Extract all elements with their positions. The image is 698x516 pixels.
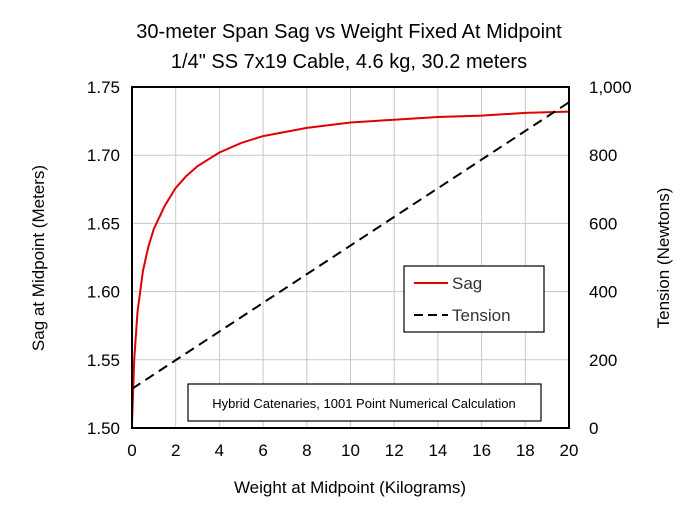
x-tick-label: 18 (516, 441, 535, 460)
chart-title: 30-meter Span Sag vs Weight Fixed At Mid… (136, 21, 562, 43)
plot-frame (131, 86, 570, 429)
y2-tick-label: 800 (589, 146, 617, 165)
y-tick-label: 1.60 (87, 283, 120, 302)
y2-tick-label: 0 (589, 419, 598, 438)
y2-tick-labels: 0 200 400 600 800 1,000 (589, 78, 632, 438)
annotation-text: Hybrid Catenaries, 1001 Point Numerical … (212, 396, 515, 411)
x-tick-label: 4 (215, 441, 224, 460)
x-tick-label: 2 (171, 441, 180, 460)
chart-subtitle: 1/4" SS 7x19 Cable, 4.6 kg, 30.2 meters (171, 51, 527, 73)
gridlines (131, 86, 570, 429)
series-line-tension (131, 101, 570, 390)
y-tick-label: 1.75 (87, 78, 120, 97)
y-tick-label: 1.50 (87, 419, 120, 438)
y2-tick-label: 1,000 (589, 78, 632, 97)
y2-tick-label: 600 (589, 214, 617, 233)
y-tick-label: 1.70 (87, 146, 120, 165)
x-tick-label: 0 (127, 441, 136, 460)
x-axis-label: Weight at Midpoint (Kilograms) (234, 478, 466, 497)
x-tick-label: 20 (560, 441, 579, 460)
x-tick-labels: 0 2 4 6 8 10 12 14 16 18 20 (127, 441, 578, 460)
annotation-box (187, 383, 542, 422)
x-tick-label: 6 (258, 441, 267, 460)
y2-axis-label: Tension (Newtons) (654, 188, 673, 329)
y-tick-labels: 1.50 1.55 1.60 1.65 1.70 1.75 (87, 78, 120, 438)
legend: Sag Tension (403, 265, 545, 333)
x-tick-label: 14 (428, 441, 447, 460)
x-tick-label: 16 (472, 441, 491, 460)
y-axis-label: Sag at Midpoint (Meters) (29, 165, 48, 351)
x-tick-label: 10 (341, 441, 360, 460)
y-tick-label: 1.65 (87, 214, 120, 233)
y-tick-label: 1.55 (87, 351, 120, 370)
series-line-sag (131, 110, 570, 424)
annotation: Hybrid Catenaries, 1001 Point Numerical … (187, 383, 542, 422)
x-tick-label: 8 (302, 441, 311, 460)
series-layer (131, 101, 570, 424)
y2-tick-label: 200 (589, 351, 617, 370)
x-tick-label: 12 (385, 441, 404, 460)
y2-tick-label: 400 (589, 283, 617, 302)
legend-label-tension: Tension (452, 306, 511, 325)
legend-label-sag: Sag (452, 274, 482, 293)
legend-box (403, 265, 545, 333)
